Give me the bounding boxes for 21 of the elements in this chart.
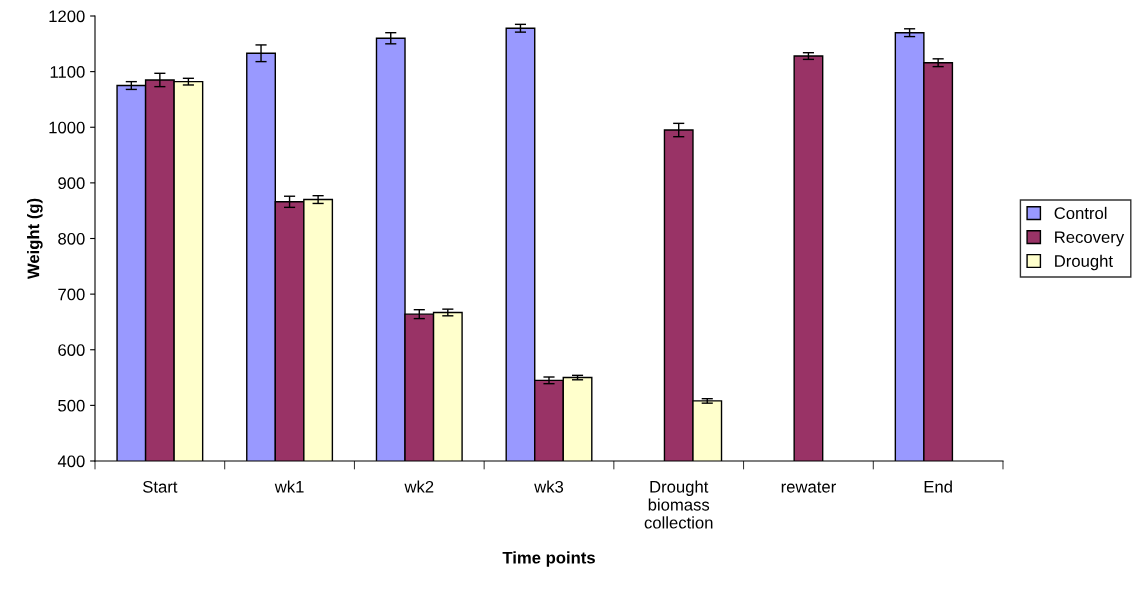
y-tick-label: 1100: [50, 66, 85, 78]
x-tick-label: Start: [143, 480, 178, 493]
x-tick-label: rewater: [781, 481, 836, 493]
y-axis-title: Weight (g): [27, 198, 43, 280]
x-tick-label: wk2: [404, 480, 434, 493]
y-tick-label: 1000: [49, 121, 85, 134]
x-tick-label: wk3: [534, 480, 564, 493]
x-tick-label: wk1: [274, 480, 304, 493]
y-tick-label: 1200: [49, 10, 85, 23]
y-tick-label: 400: [57, 455, 85, 468]
y-tick-label: 900: [58, 177, 85, 190]
legend-label: Recovery: [1055, 231, 1125, 247]
y-tick-label: 700: [58, 288, 85, 301]
y-tick-label: 800: [58, 232, 85, 245]
x-axis-title: Time points: [502, 551, 595, 567]
x-tick-label: Drought biomass collection: [644, 480, 713, 529]
x-tick-label: End: [924, 480, 952, 493]
y-tick-label: 500: [58, 399, 85, 412]
legend-label: Control: [1054, 206, 1107, 220]
y-tick-label: 600: [58, 344, 85, 356]
legend-label: Drought: [1055, 254, 1113, 271]
